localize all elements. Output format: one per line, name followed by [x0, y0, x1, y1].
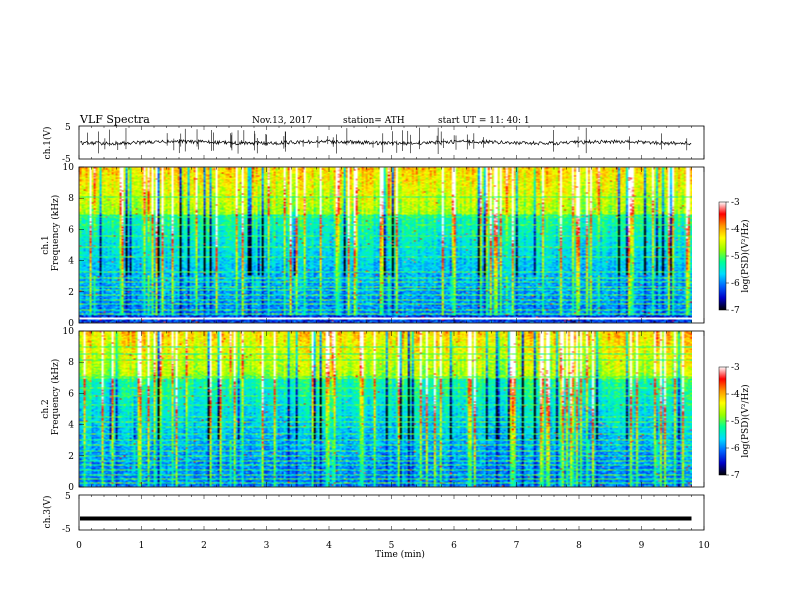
y-tick-label: 10 [63, 327, 75, 337]
ch3-ylabel: ch.3(V) [42, 496, 53, 529]
ch2-colorbar-ticks: -3 -4 -5 -6 -7 [726, 363, 740, 481]
x-tick-label: 6 [451, 541, 457, 551]
colorbar-tick-label: -7 [731, 306, 740, 316]
colorbar-tick-label: -3 [731, 198, 740, 208]
y-tick-label: 8 [68, 194, 74, 204]
ch2-spectrogram-ticks [78, 331, 705, 487]
x-tick-label: 9 [639, 541, 645, 551]
y-tick-label: 4 [68, 257, 74, 267]
x-tick-label: 0 [76, 541, 82, 551]
start-time-label: start UT = 11: 40: 1 [438, 116, 530, 126]
station-label: station= ATH [343, 116, 405, 126]
ch2-spectrogram-ylabel-frequency: Frequency (kHz) [50, 359, 61, 436]
time-axis-label: Time (min) [375, 549, 425, 560]
colorbar-tick-label: -4 [731, 390, 740, 400]
y-tick-label: 8 [68, 358, 74, 368]
x-tick-label: 2 [201, 541, 207, 551]
x-tick-label: 10 [698, 541, 710, 551]
ch3-axes-frame [78, 494, 705, 531]
ch1-spectrogram-ticks [78, 167, 705, 323]
colorbar-tick-label: -6 [731, 444, 740, 454]
ch1-colorbar-ticks: -3 -4 -5 -6 -7 [726, 198, 740, 316]
ch2-spectrogram-ylabel-channel: ch.2 [41, 399, 51, 418]
colorbar-tick-label: -4 [731, 225, 740, 235]
y-tick-label: 0 [68, 483, 74, 493]
ch3-ytick-top: 5 [65, 492, 71, 502]
ch1-spectrogram-image [79, 167, 692, 323]
ch2-colorbar [718, 366, 727, 476]
y-tick-label: 2 [68, 452, 74, 462]
colorbar-tick-label: -5 [731, 252, 740, 262]
colorbar-tick-label: -3 [731, 363, 740, 373]
colorbar-tick-label: -5 [731, 417, 740, 427]
ch1-spectrogram-ylabel-channel: ch.1 [41, 235, 51, 254]
ch1-spectrogram-ylabel-frequency: Frequency (kHz) [50, 195, 61, 272]
date-label: Nov.13, 2017 [252, 116, 313, 126]
y-tick-label: 2 [68, 288, 74, 298]
ch2-spectrogram-image [79, 331, 692, 487]
colorbar-tick-label: -6 [731, 279, 740, 289]
y-tick-label: 0 [68, 319, 74, 329]
x-tick-label: 5 [389, 541, 395, 551]
y-tick-label: 6 [68, 389, 74, 399]
ch3-voltage-panel: 5 -5 ch.3(V) 0 1 2 3 4 5 6 7 8 9 10 Time (min) [42, 492, 710, 560]
colorbar-tick-label: -7 [731, 471, 740, 481]
x-tick-label: 7 [514, 541, 520, 551]
ch2-colorbar-label: log(PSD)(V²/Hz) [740, 384, 751, 457]
ch1-ytick-top: 5 [65, 123, 71, 133]
y-tick-label: 10 [63, 163, 75, 173]
ch1-ytick-bottom: -5 [62, 155, 71, 165]
x-tick-label: 4 [326, 541, 332, 551]
y-tick-label: 6 [68, 225, 74, 235]
ch2-spectrogram-ytick-labels: 0 2 4 6 8 10 [63, 327, 84, 493]
x-tick-label: 1 [139, 541, 145, 551]
ch1-colorbar [718, 201, 727, 311]
ch1-colorbar-label: log(PSD)(V²/Hz) [740, 219, 751, 292]
ch3-ticks [78, 495, 705, 530]
ch1-trace [79, 138, 692, 147]
x-tick-label: 8 [576, 541, 582, 551]
x-tick-label: 3 [264, 541, 270, 551]
figure-title: VLF Spectra [79, 113, 150, 126]
ch1-spikes [87, 127, 688, 154]
ch1-voltage-panel: 5 -5 ch.1(V) [42, 123, 705, 165]
ch1-ticks [78, 126, 705, 159]
y-tick-label: 4 [68, 421, 74, 431]
ch1-spectrogram-ytick-labels: 0 2 4 6 8 10 [63, 163, 84, 329]
ch3-ytick-bottom: -5 [62, 525, 71, 535]
ch1-ylabel: ch.1(V) [42, 127, 53, 160]
time-axis-tick-labels: 0 1 2 3 4 5 6 7 8 9 10 [76, 541, 710, 551]
